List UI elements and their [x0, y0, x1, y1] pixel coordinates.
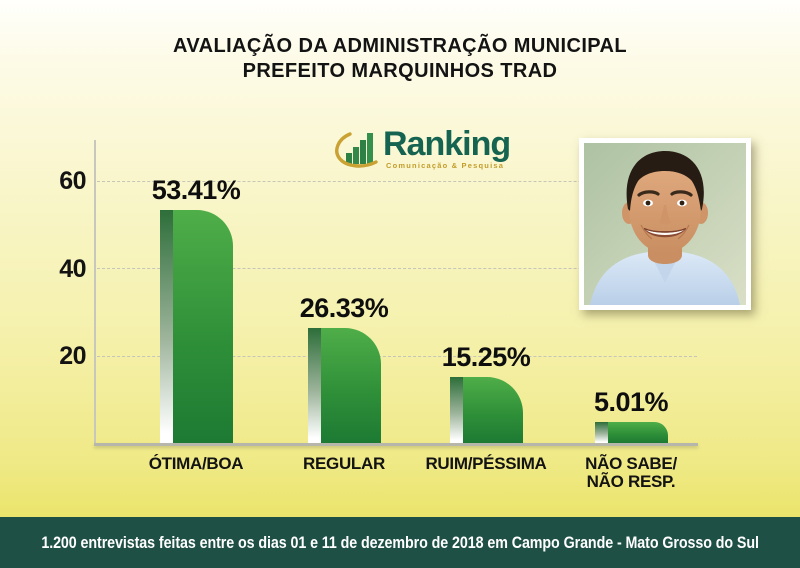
bar-highlight-strip — [159, 209, 173, 444]
y-axis-tick-label: 60 — [59, 167, 86, 196]
bar-value-label: 26.33% — [299, 293, 389, 324]
y-axis-line — [94, 140, 96, 444]
bar-highlight-strip — [594, 421, 608, 444]
gridline — [97, 355, 697, 357]
bar — [320, 328, 381, 444]
y-axis-tick-label: 40 — [59, 254, 86, 283]
chart-title-line2: PREFEITO MARQUINHOS TRAD — [242, 60, 558, 82]
category-label: ÓTIMA/BOA — [148, 454, 244, 473]
bar — [172, 209, 233, 444]
bar — [462, 376, 523, 444]
gridline — [97, 268, 697, 270]
survey-note: 1.200 entrevistas feitas entre os dias 0… — [41, 532, 759, 552]
y-axis-tick-label: 20 — [59, 342, 86, 371]
category-label: NÃO SABE/ NÃO RESP. — [585, 454, 677, 491]
bar-value-label: 5.01% — [593, 386, 669, 417]
bar-highlight-strip — [307, 328, 321, 444]
gridline — [97, 180, 697, 182]
bar-value-label: 15.25% — [441, 341, 531, 372]
x-axis-baseline — [94, 443, 698, 446]
ranking-logo: Ranking Comunicação & Pesquisa — [334, 125, 511, 171]
category-label: REGULAR — [303, 454, 385, 473]
logo-tagline: Comunicação & Pesquisa — [386, 161, 505, 170]
chart-title-line1: AVALIAÇÃO DA ADMINISTRAÇÃO MUNICIPAL — [173, 35, 627, 57]
mayor-photo — [579, 138, 751, 310]
chart-title: AVALIAÇÃO DA ADMINISTRAÇÃO MUNICIPAL PRE… — [0, 34, 800, 84]
footer-bar: 1.200 entrevistas feitas entre os dias 0… — [0, 517, 800, 568]
bar-value-label: 53.41% — [151, 174, 241, 205]
bar — [607, 421, 668, 444]
bar-chart-swoosh-icon — [334, 127, 381, 171]
bar-highlight-strip — [449, 376, 463, 444]
category-label: RUIM/PÉSSIMA — [425, 454, 547, 473]
logo-wordmark: Ranking — [383, 125, 511, 163]
